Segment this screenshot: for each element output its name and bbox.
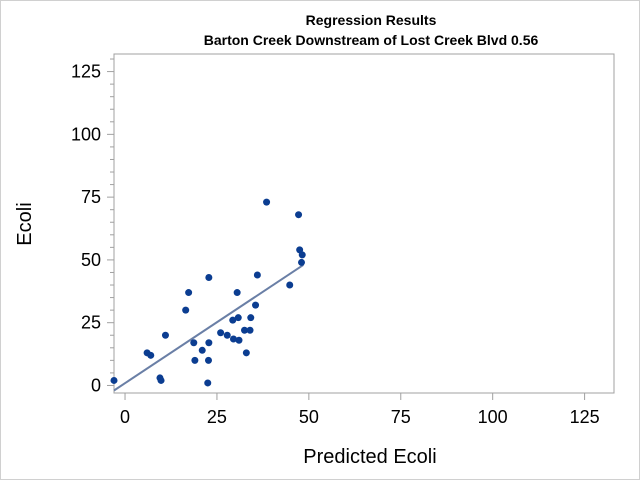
y-axis: 0 25 50 75 100 125: [71, 58, 114, 395]
y-tick-label: 25: [81, 313, 101, 333]
data-point: [252, 301, 260, 309]
x-tick-label: 50: [299, 407, 319, 427]
y-tick-label: 75: [81, 187, 101, 207]
data-point: [223, 331, 231, 339]
chart-title: Regression Results: [306, 12, 437, 28]
data-point: [247, 314, 255, 322]
data-point: [185, 289, 193, 297]
fit-line: [113, 264, 304, 392]
data-point: [233, 289, 241, 297]
data-point: [205, 273, 213, 281]
y-tick-label: 100: [71, 124, 101, 144]
data-point: [147, 351, 155, 359]
data-point: [229, 316, 237, 324]
y-tick-label: 125: [71, 62, 101, 82]
data-point: [190, 339, 198, 347]
data-point: [191, 356, 199, 364]
data-point: [246, 326, 254, 334]
x-axis-label: Predicted Ecoli: [303, 446, 436, 468]
data-point: [198, 346, 206, 354]
plot-area: [113, 53, 615, 394]
data-point: [242, 349, 250, 357]
chart-subtitle: Barton Creek Downstream of Lost Creek Bl…: [204, 32, 539, 48]
x-tick-label: 0: [120, 407, 130, 427]
x-tick-label: 25: [207, 407, 227, 427]
data-point: [229, 335, 237, 343]
regression-fit: [113, 264, 304, 392]
data-point: [234, 314, 242, 322]
data-point: [286, 281, 294, 289]
data-point: [157, 376, 165, 384]
data-point: [161, 331, 169, 339]
y-axis-label: Ecoli: [14, 202, 36, 245]
data-point: [235, 336, 243, 344]
y-tick-label: 0: [91, 375, 101, 395]
data-point: [298, 251, 306, 259]
data-point: [298, 258, 305, 266]
x-tick-label: 125: [570, 407, 600, 427]
data-point: [217, 329, 225, 337]
x-tick-label: 100: [478, 407, 508, 427]
data-points: [110, 198, 306, 387]
data-point: [295, 211, 303, 219]
x-tick-label: 75: [391, 407, 411, 427]
data-point: [204, 379, 212, 387]
data-point: [182, 306, 190, 314]
data-point: [241, 326, 249, 334]
data-point: [205, 339, 213, 347]
data-point: [263, 198, 271, 206]
data-point: [204, 356, 212, 364]
x-axis: 0 25 50 75 100 125: [120, 393, 600, 427]
y-tick-label: 50: [81, 250, 101, 270]
data-point: [110, 376, 118, 384]
data-point: [253, 271, 261, 279]
